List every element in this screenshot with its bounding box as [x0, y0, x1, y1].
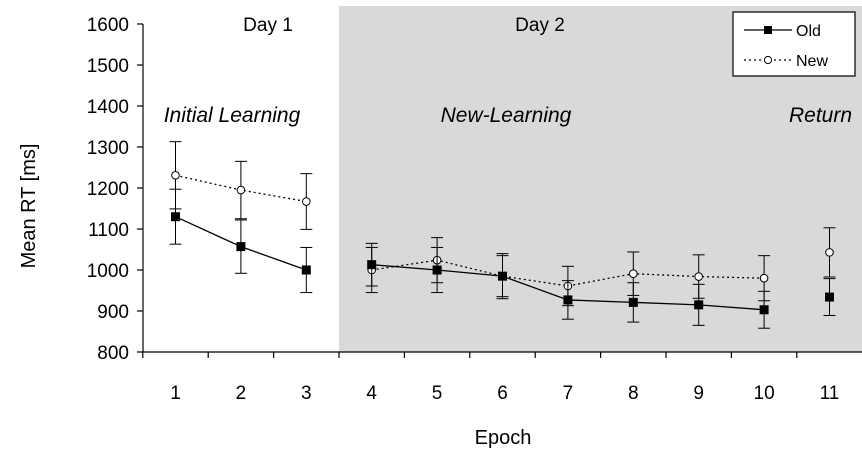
data-point-old — [236, 242, 246, 252]
legend: Old New — [732, 11, 856, 77]
series-layer — [169, 141, 836, 329]
data-point-new — [629, 269, 638, 278]
phase-label-new-learning: New-Learning — [441, 104, 572, 127]
day-1-label: Day 1 — [243, 15, 293, 36]
data-point-new — [236, 185, 246, 195]
x-tick-label: 1 — [170, 383, 181, 404]
data-point-old — [563, 295, 573, 305]
y-tick-label: 1200 — [87, 179, 129, 200]
x-axis-title: Epoch — [475, 427, 532, 449]
x-tick-labels: 1 2 3 4 5 6 7 8 9 10 11 — [170, 383, 839, 404]
data-point-old — [367, 260, 377, 270]
data-point-old — [694, 300, 704, 310]
x-tick-label: 10 — [754, 383, 775, 404]
phase-label-return: Return — [789, 104, 852, 127]
y-axis-title: Mean RT [ms] — [18, 144, 40, 269]
data-point-old — [759, 305, 769, 315]
x-tick-label: 2 — [236, 383, 247, 404]
data-point-old — [301, 265, 311, 275]
x-tick-label: 6 — [497, 383, 508, 404]
series-line-new — [175, 174, 307, 203]
y-tick-label: 1300 — [87, 138, 129, 159]
y-tick-label: 1500 — [87, 56, 129, 77]
x-tick-label: 5 — [432, 383, 443, 404]
y-tick-labels: 800 900 1000 1100 1200 1300 1400 1500 1600 — [87, 15, 129, 364]
x-tick-label: 11 — [820, 383, 840, 404]
data-point-old — [628, 297, 638, 307]
legend-old-label: Old — [796, 23, 821, 40]
legend-old-marker — [764, 26, 772, 34]
legend-new-label: New — [796, 53, 828, 70]
y-tick-label: 1000 — [87, 261, 129, 282]
legend-box — [732, 11, 856, 77]
x-tick-label: 4 — [366, 383, 377, 404]
y-tick-label: 1400 — [87, 97, 129, 118]
data-point-new — [171, 170, 180, 180]
x-tick-label: 3 — [301, 383, 312, 404]
day-2-label: Day 2 — [515, 15, 565, 36]
data-point-new — [302, 197, 311, 206]
x-tick-label: 9 — [693, 383, 704, 404]
phase-label-initial-learning: Initial Learning — [164, 104, 301, 127]
legend-new-marker — [763, 55, 773, 65]
data-point-new — [759, 273, 769, 283]
data-point-new — [825, 248, 834, 257]
x-tick-label: 7 — [563, 383, 574, 404]
y-tick-label: 1600 — [87, 15, 129, 36]
axis-ticks — [137, 23, 798, 358]
series-old — [169, 188, 836, 329]
y-tick-label: 900 — [97, 302, 129, 323]
data-point-new — [694, 272, 704, 281]
data-point-old — [432, 265, 442, 275]
x-tick-label: 8 — [628, 383, 639, 404]
data-point-old — [171, 212, 180, 222]
y-tick-label: 800 — [97, 343, 129, 364]
y-tick-label: 1100 — [88, 220, 129, 241]
data-point-old — [825, 292, 834, 302]
data-point-old — [498, 271, 507, 281]
